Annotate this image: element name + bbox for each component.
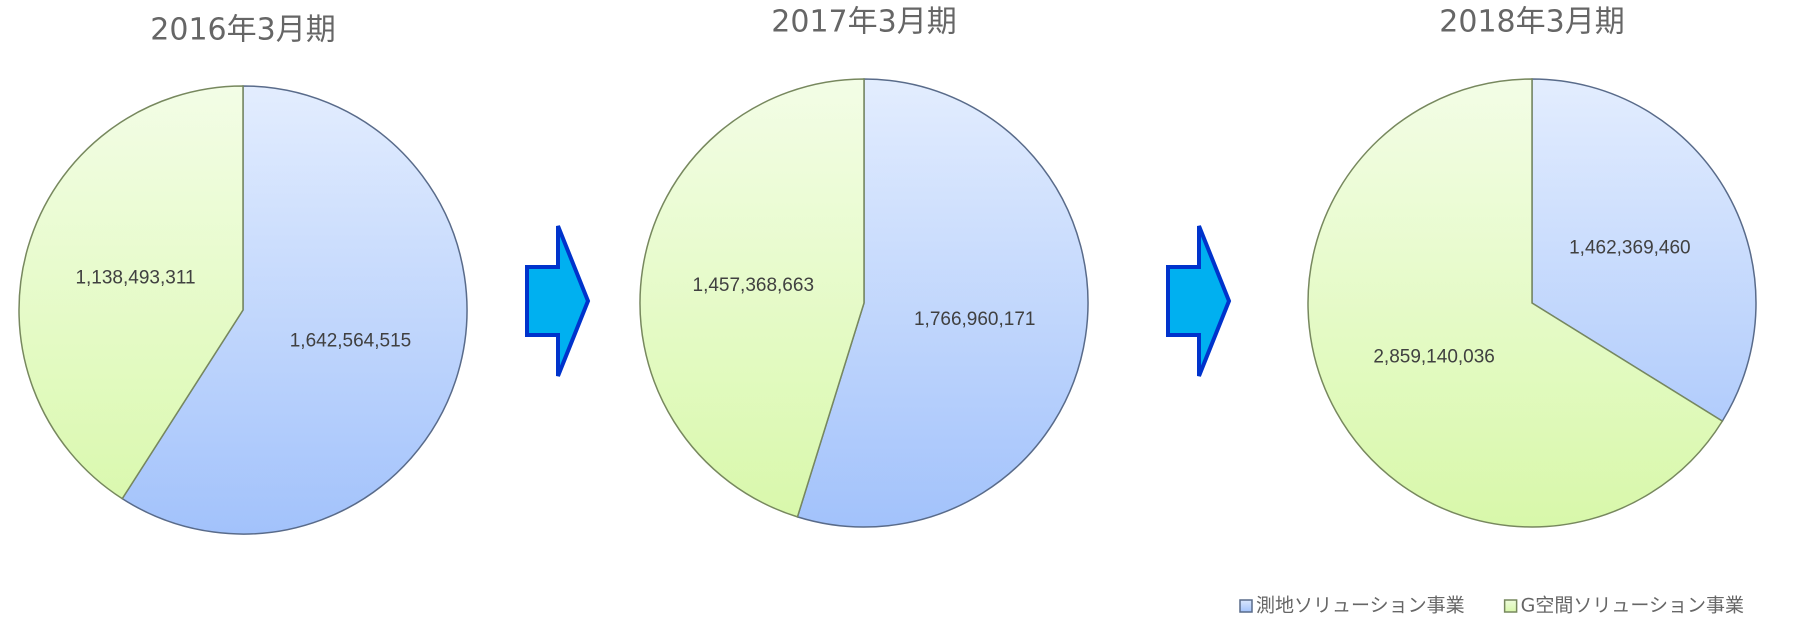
data-label: 2,859,140,036 [1373, 346, 1495, 367]
data-label: 1,462,369,460 [1569, 238, 1691, 259]
chart-title: 2017年3月期 [771, 5, 956, 40]
data-label: 1,642,564,515 [290, 330, 412, 351]
pie-slice [1531, 78, 1757, 423]
arrow [525, 225, 1232, 377]
pie-slice [639, 78, 865, 518]
pie-slice [18, 85, 244, 500]
pie-slice [121, 85, 468, 535]
chart-title: 2018年3月期 [1439, 5, 1624, 40]
legend-swatch [1503, 599, 1518, 613]
legend-label: G空間ソリューション事業 [1521, 595, 1744, 617]
legend-label: 測地ソリューション事業 [1256, 595, 1465, 617]
data-label: 1,766,960,171 [914, 309, 1036, 330]
pie-slice [1307, 78, 1724, 528]
data-label: 1,457,368,663 [693, 275, 815, 296]
chart-title: 2016年3月期 [150, 13, 335, 48]
legend-swatch [1239, 599, 1253, 613]
data-label: 1,138,493,311 [75, 268, 195, 289]
pie-slice [796, 78, 1089, 528]
